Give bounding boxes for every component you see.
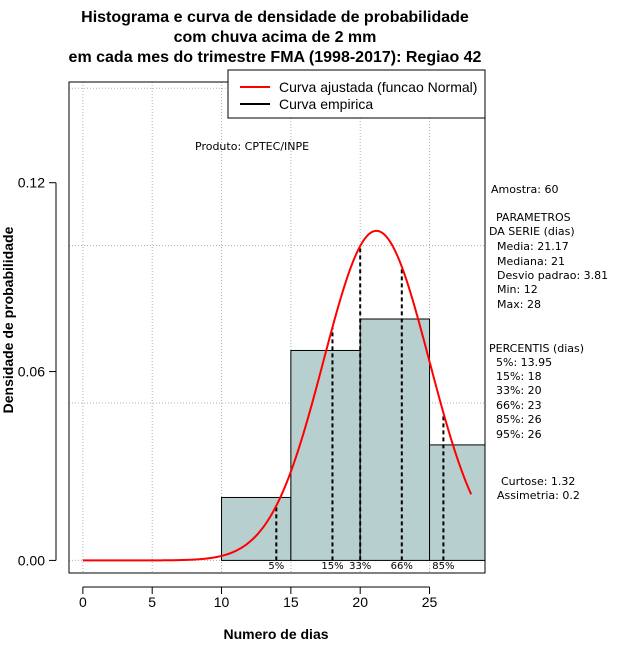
param-median: Mediana: 21: [497, 255, 565, 268]
y-tick-label-0: 0.00: [18, 552, 45, 568]
chart-title-line-2: com chuva acima de 2 mm: [174, 29, 377, 46]
param-max: Max: 28: [497, 298, 541, 311]
param-min: Min: 12: [497, 283, 538, 296]
y-tick-label-1: 0.06: [18, 364, 45, 380]
normal-curve: [82, 229, 473, 562]
legend-box: [227, 69, 486, 119]
histogram-bar-3: [429, 444, 486, 561]
normal-curve-line: [82, 229, 473, 562]
legend-label-empirical: Curva empirica: [279, 96, 373, 112]
x-tick-label-3: 15: [283, 594, 299, 610]
percentile-label-1: 15%: [321, 561, 343, 572]
chart-title-line-3: em cada mes do trimestre FMA (1998-2017)…: [69, 49, 482, 66]
percentil-15: 15%: 18: [496, 370, 542, 383]
params-title-1: PARAMETROS: [496, 211, 571, 224]
credit-text: Produto: CPTEC/INPE: [195, 140, 309, 153]
percentile-label-3: 66%: [391, 561, 413, 572]
percentil-5: 5%: 13.95: [496, 356, 552, 369]
histogram-bars: [221, 318, 486, 561]
percentil-66: 66%: 23: [496, 399, 542, 412]
axes: 0 5 10 15 20 25 0.00 0.06 0.12: [18, 175, 438, 610]
params-title-2: DA SERIE (dias): [489, 225, 575, 238]
stats-panel: Amostra: 60 PARAMETROS DA SERIE (dias) M…: [489, 183, 608, 502]
percentile-lines: 5% 15% 33% 66% 85%: [268, 246, 455, 572]
percentil-33: 33%: 20: [496, 384, 542, 397]
percentile-label-4: 85%: [432, 561, 454, 572]
x-tick-label-0: 0: [79, 594, 87, 610]
x-tick-label-2: 10: [214, 594, 230, 610]
legend: Curva ajustada (funcao Normal) Curva emp…: [227, 69, 486, 119]
percentil-85: 85%: 26: [496, 413, 542, 426]
chart-title-line-1: Histograma e curva de densidade de proba…: [81, 9, 469, 26]
percentil-95: 95%: 26: [496, 428, 542, 441]
x-tick-label-5: 25: [422, 594, 438, 610]
percentis-title: PERCENTIS (dias): [489, 342, 584, 355]
x-axis-title: Numero de dias: [223, 626, 328, 642]
sample-size: Amostra: 60: [491, 183, 558, 196]
percentile-label-2: 33%: [349, 561, 371, 572]
param-mean: Media: 21.17: [497, 240, 569, 253]
x-tick-label-1: 5: [148, 594, 156, 610]
x-tick-label-4: 20: [352, 594, 368, 610]
skewness: Assimetria: 0.2: [497, 489, 580, 502]
kurtosis: Curtose: 1.32: [501, 475, 575, 488]
percentile-label-0: 5%: [268, 561, 284, 572]
y-tick-label-2: 0.12: [18, 175, 45, 191]
histogram-bar-2: [359, 318, 431, 561]
histogram-bar-0: [221, 496, 292, 561]
legend-label-fitted: Curva ajustada (funcao Normal): [279, 79, 477, 95]
y-axis-title: Densidade de probabilidade: [0, 226, 16, 413]
param-stddev: Desvio padrao: 3.81: [497, 269, 608, 282]
histogram-bar-1: [290, 349, 361, 561]
